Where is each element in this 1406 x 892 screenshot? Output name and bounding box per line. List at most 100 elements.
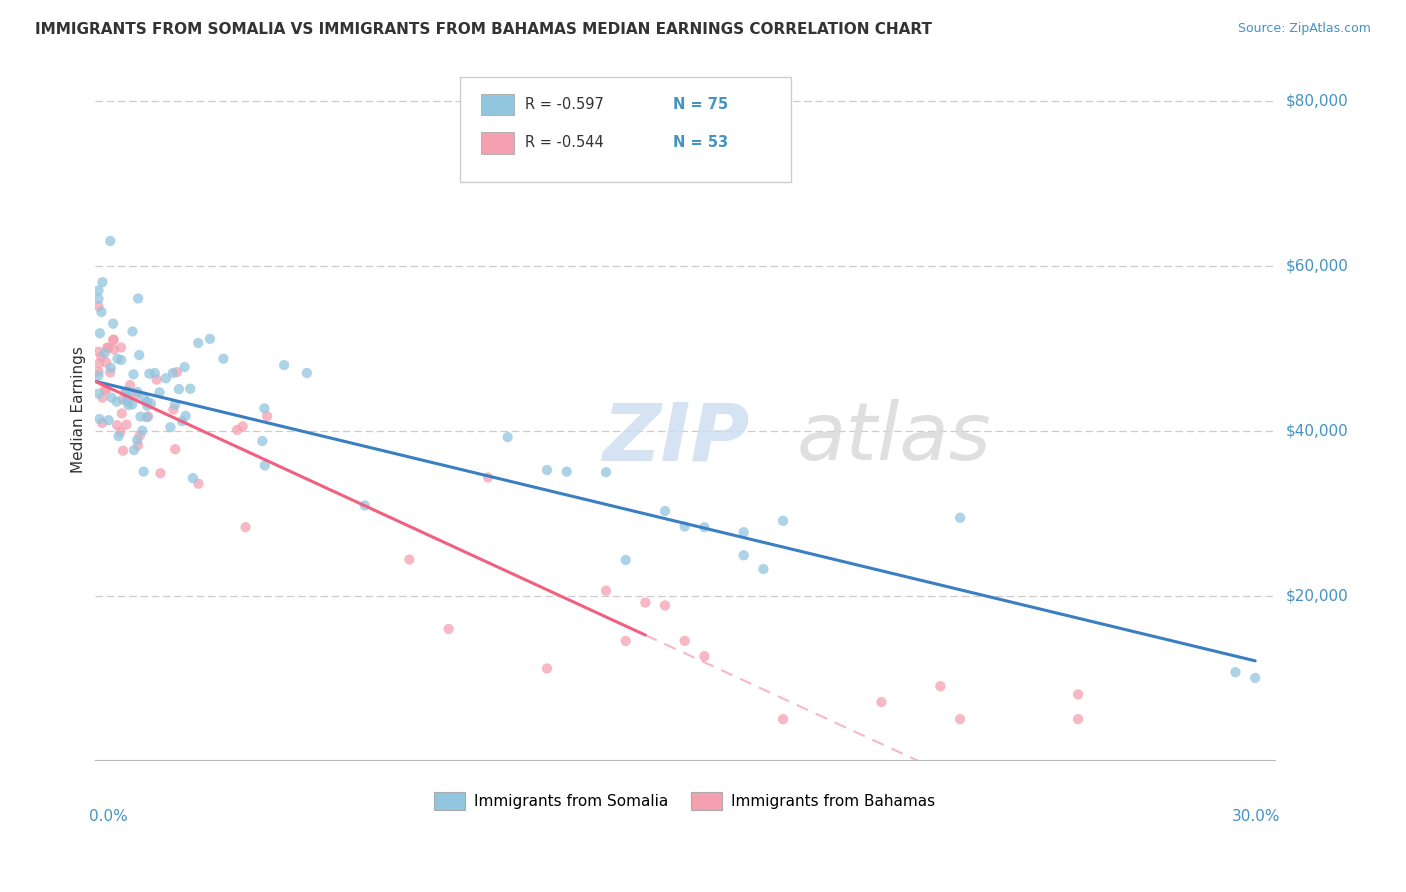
Point bbox=[103, 333, 125, 347]
Point bbox=[98, 234, 121, 248]
Point bbox=[94, 383, 117, 397]
Point bbox=[87, 357, 110, 371]
Point bbox=[93, 346, 115, 360]
Point bbox=[693, 649, 716, 664]
Point bbox=[166, 365, 188, 379]
FancyBboxPatch shape bbox=[460, 77, 792, 182]
Point bbox=[91, 391, 114, 405]
Point bbox=[103, 343, 125, 357]
Bar bbox=[481, 133, 513, 153]
Point bbox=[96, 341, 118, 355]
Point bbox=[136, 409, 159, 424]
Y-axis label: Median Earnings: Median Earnings bbox=[72, 347, 86, 474]
Point bbox=[733, 549, 755, 563]
Point bbox=[98, 366, 121, 380]
Point bbox=[929, 679, 952, 693]
Point bbox=[90, 350, 112, 364]
Point bbox=[253, 401, 276, 416]
Point bbox=[111, 443, 134, 458]
Point bbox=[121, 397, 143, 411]
Point bbox=[226, 423, 249, 437]
Point bbox=[295, 366, 318, 380]
Point bbox=[437, 622, 460, 636]
Point bbox=[122, 368, 145, 382]
Point bbox=[136, 410, 159, 425]
Point bbox=[477, 470, 499, 484]
Point bbox=[129, 409, 152, 424]
Point bbox=[1244, 671, 1267, 685]
Point bbox=[132, 390, 155, 404]
Point bbox=[127, 438, 149, 452]
Text: $20,000: $20,000 bbox=[1286, 588, 1348, 603]
Point bbox=[110, 425, 132, 439]
Point bbox=[90, 305, 112, 319]
Point bbox=[273, 358, 295, 372]
Text: ZIP: ZIP bbox=[602, 399, 749, 477]
Point bbox=[733, 525, 755, 540]
Point bbox=[173, 359, 195, 374]
Point bbox=[654, 504, 676, 518]
Point bbox=[634, 596, 657, 610]
Point bbox=[115, 417, 138, 432]
Point bbox=[91, 275, 114, 289]
Point bbox=[595, 583, 617, 598]
Point bbox=[132, 465, 155, 479]
Point bbox=[87, 284, 110, 298]
Point bbox=[117, 398, 139, 412]
Point bbox=[595, 465, 617, 479]
Point bbox=[115, 394, 138, 409]
Legend: Immigrants from Somalia, Immigrants from Bahamas: Immigrants from Somalia, Immigrants from… bbox=[429, 786, 941, 816]
Point bbox=[97, 413, 120, 427]
Point bbox=[89, 326, 111, 341]
Point bbox=[159, 420, 181, 434]
Text: $40,000: $40,000 bbox=[1286, 423, 1348, 438]
Point bbox=[398, 552, 420, 566]
Point bbox=[536, 463, 558, 477]
Point bbox=[179, 382, 201, 396]
Point bbox=[103, 333, 125, 347]
Point bbox=[114, 384, 136, 399]
Point bbox=[105, 418, 128, 433]
Text: atlas: atlas bbox=[797, 399, 991, 477]
Point bbox=[87, 386, 110, 401]
Point bbox=[614, 634, 637, 648]
Point bbox=[127, 433, 149, 447]
Point bbox=[253, 458, 276, 473]
Point bbox=[752, 562, 775, 576]
Point bbox=[139, 396, 162, 410]
Point bbox=[87, 368, 110, 383]
Point bbox=[165, 442, 187, 457]
Point bbox=[949, 712, 972, 726]
Point bbox=[87, 344, 110, 359]
Point bbox=[167, 382, 190, 396]
Text: IMMIGRANTS FROM SOMALIA VS IMMIGRANTS FROM BAHAMAS MEDIAN EARNINGS CORRELATION C: IMMIGRANTS FROM SOMALIA VS IMMIGRANTS FR… bbox=[35, 22, 932, 37]
Point bbox=[96, 355, 118, 369]
Point bbox=[172, 414, 194, 428]
Point bbox=[107, 351, 129, 366]
Point bbox=[155, 371, 177, 385]
Point bbox=[111, 406, 134, 420]
Point bbox=[256, 409, 278, 423]
Point bbox=[100, 360, 122, 375]
Point bbox=[772, 514, 794, 528]
Point bbox=[127, 384, 149, 399]
Point bbox=[128, 428, 150, 442]
Point bbox=[496, 430, 519, 444]
Point bbox=[1067, 712, 1090, 726]
Text: R = -0.597: R = -0.597 bbox=[526, 97, 605, 112]
Bar bbox=[481, 94, 513, 115]
Point bbox=[187, 336, 209, 351]
Point bbox=[128, 348, 150, 362]
Point bbox=[110, 341, 132, 355]
Point bbox=[111, 392, 134, 407]
Point bbox=[353, 499, 375, 513]
Point bbox=[949, 510, 972, 524]
Point bbox=[110, 353, 132, 368]
Point bbox=[536, 661, 558, 675]
Point bbox=[136, 394, 159, 409]
Point bbox=[91, 416, 114, 430]
Point bbox=[145, 373, 167, 387]
Point bbox=[105, 394, 128, 409]
Point bbox=[87, 365, 110, 379]
Point bbox=[673, 519, 696, 533]
